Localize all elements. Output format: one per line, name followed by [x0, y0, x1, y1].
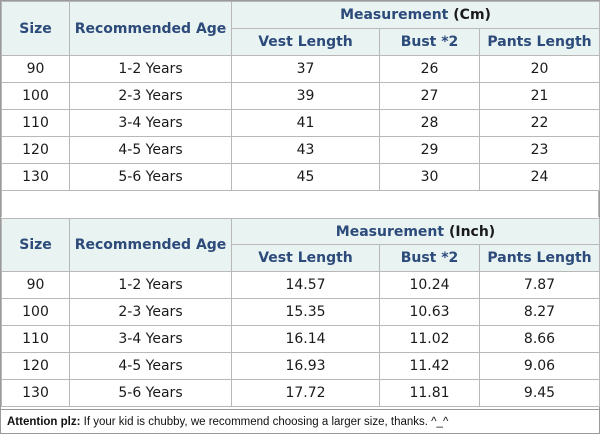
bust-cell: 27	[379, 82, 480, 110]
vest-cell: 17.72	[231, 379, 380, 407]
age-cell: 4-5 Years	[69, 136, 232, 164]
bust-header: Bust *2	[379, 28, 480, 56]
age-header: Recommended Age	[69, 1, 232, 56]
age-cell: 2-3 Years	[69, 82, 232, 110]
table-spacer	[1, 191, 599, 217]
attention-text: If your kid is chubby, we recommend choo…	[80, 416, 449, 428]
attention-note: Attention plz: If your kid is chubby, we…	[1, 409, 599, 433]
size-table-cm: Size Recommended Age Measurement (Cm) Ve…	[1, 1, 600, 191]
table-row: 90 1-2 Years 14.57 10.24 7.87	[1, 271, 600, 299]
size-cell: 100	[1, 298, 70, 326]
size-cell: 100	[1, 82, 70, 110]
pants-cell: 9.45	[479, 379, 600, 407]
pants-cell: 8.27	[479, 298, 600, 326]
vest-cell: 41	[231, 109, 380, 137]
age-cell: 4-5 Years	[69, 352, 232, 380]
attention-label: Attention plz:	[7, 416, 81, 428]
table-row: 110 3-4 Years 41 28 22	[1, 109, 600, 137]
size-header: Size	[1, 1, 70, 56]
table-row: 120 4-5 Years 43 29 23	[1, 136, 600, 164]
size-cell: 120	[1, 136, 70, 164]
bust-cell: 11.81	[379, 379, 480, 407]
table-row: 100 2-3 Years 39 27 21	[1, 82, 600, 110]
size-cell: 120	[1, 352, 70, 380]
pants-cell: 9.06	[479, 352, 600, 380]
table-row: 130 5-6 Years 17.72 11.81 9.45	[1, 379, 600, 407]
vest-cell: 15.35	[231, 298, 380, 326]
age-cell: 2-3 Years	[69, 298, 232, 326]
bust-header: Bust *2	[379, 244, 480, 272]
measurement-unit: (Inch)	[448, 223, 496, 240]
age-cell: 1-2 Years	[69, 55, 232, 83]
age-cell: 5-6 Years	[69, 163, 232, 191]
pants-cell: 22	[479, 109, 600, 137]
table-row: 100 2-3 Years 15.35 10.63 8.27	[1, 298, 600, 326]
size-cell: 110	[1, 109, 70, 137]
measurement-title: Measurement	[340, 7, 449, 23]
bust-cell: 11.42	[379, 352, 480, 380]
measurement-unit: (Cm)	[453, 7, 491, 23]
vest-cell: 16.14	[231, 325, 380, 353]
pants-cell: 7.87	[479, 271, 600, 299]
pants-length-header: Pants Length	[479, 244, 600, 272]
table-row: 130 5-6 Years 45 30 24	[1, 163, 600, 191]
table-row: 110 3-4 Years 16.14 11.02 8.66	[1, 325, 600, 353]
bust-cell: 11.02	[379, 325, 480, 353]
bust-cell: 30	[379, 163, 480, 191]
vest-cell: 14.57	[231, 271, 380, 299]
bust-cell: 29	[379, 136, 480, 164]
table-row: 90 1-2 Years 37 26 20	[1, 55, 600, 83]
vest-length-header: Vest Length	[231, 28, 380, 56]
size-cell: 90	[1, 271, 70, 299]
vest-cell: 16.93	[231, 352, 380, 380]
size-table-inch: Size Recommended Age Measurement (Inch) …	[1, 218, 600, 407]
bust-cell: 10.24	[379, 271, 480, 299]
bust-cell: 26	[379, 55, 480, 83]
pants-cell: 23	[479, 136, 600, 164]
age-cell: 3-4 Years	[69, 109, 232, 137]
measurement-title: Measurement	[335, 223, 445, 240]
vest-cell: 43	[231, 136, 380, 164]
pants-cell: 8.66	[479, 325, 600, 353]
table-row: 120 4-5 Years 16.93 11.42 9.06	[1, 352, 600, 380]
age-cell: 3-4 Years	[69, 325, 232, 353]
vest-cell: 45	[231, 163, 380, 191]
vest-cell: 39	[231, 82, 380, 110]
vest-cell: 37	[231, 55, 380, 83]
size-cell: 130	[1, 163, 70, 191]
pants-cell: 24	[479, 163, 600, 191]
size-cell: 130	[1, 379, 70, 407]
age-header: Recommended Age	[69, 218, 232, 272]
size-header: Size	[1, 218, 70, 272]
size-cell: 90	[1, 55, 70, 83]
pants-cell: 21	[479, 82, 600, 110]
measurement-header: Measurement (Cm)	[231, 1, 600, 29]
measurement-header: Measurement (Inch)	[231, 218, 600, 245]
bust-cell: 10.63	[379, 298, 480, 326]
pants-length-header: Pants Length	[479, 28, 600, 56]
age-cell: 1-2 Years	[69, 271, 232, 299]
vest-length-header: Vest Length	[231, 244, 380, 272]
age-cell: 5-6 Years	[69, 379, 232, 407]
size-cell: 110	[1, 325, 70, 353]
bust-cell: 28	[379, 109, 480, 137]
pants-cell: 20	[479, 55, 600, 83]
